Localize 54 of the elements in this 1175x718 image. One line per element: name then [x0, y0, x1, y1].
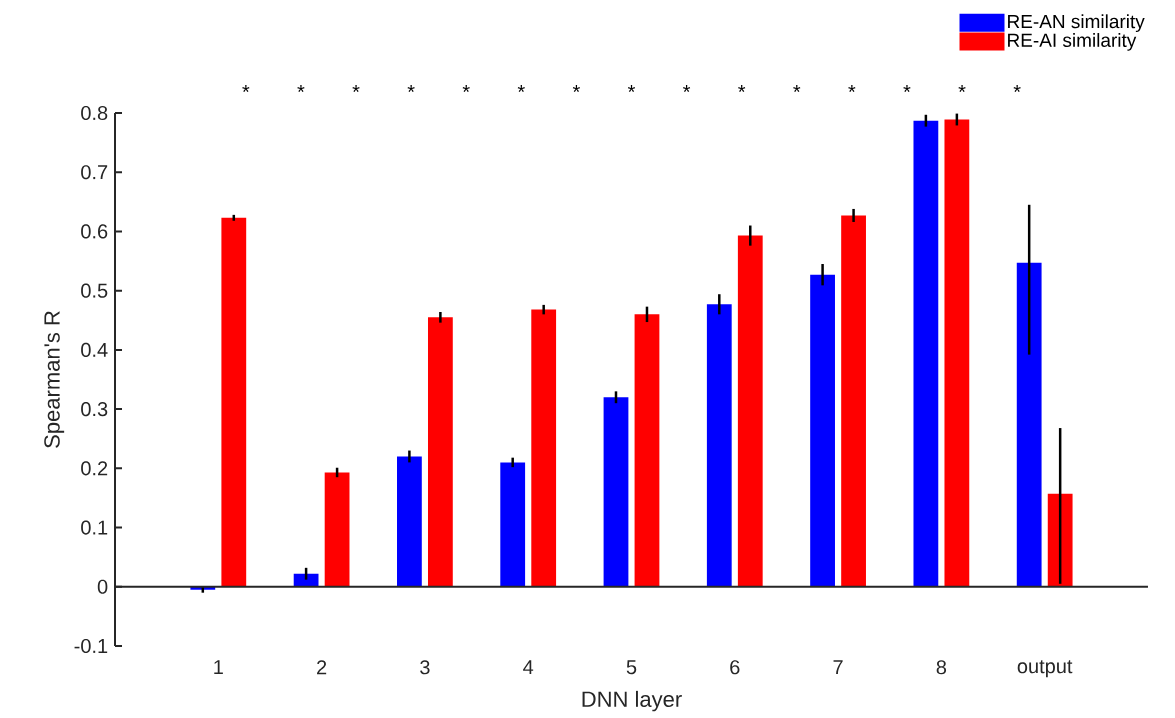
y-tick-label: 0.8	[81, 105, 108, 121]
bar	[324, 472, 350, 587]
text: *	[407, 85, 415, 93]
text: *	[517, 85, 525, 93]
y-tick-label: 0.1	[81, 520, 108, 535]
text: *	[848, 85, 856, 93]
y-axis-title: Spearman's R	[44, 311, 65, 448]
x-tick-label: 4	[523, 660, 534, 674]
y-tick-label: 0	[97, 579, 108, 594]
text: *	[297, 85, 305, 93]
bar	[500, 462, 526, 587]
x-tick-label: 1	[214, 660, 223, 674]
bar	[841, 215, 866, 587]
y-tick-label: 0.4	[81, 342, 108, 357]
bar	[221, 217, 247, 587]
bar	[603, 397, 629, 587]
text: *	[242, 85, 250, 93]
x-tick-label: 2	[317, 660, 327, 675]
x-tick-label: 6	[730, 660, 740, 675]
bar	[944, 119, 970, 587]
y-tick-label: 0.3	[81, 402, 108, 417]
legend-label: RE-AN similarity	[1008, 14, 1145, 32]
text: *	[738, 85, 746, 93]
x-tick-label: 3	[420, 660, 430, 675]
y-tick-label: -0.1	[74, 638, 108, 654]
text: *	[958, 85, 966, 93]
bar	[427, 317, 453, 587]
y-tick-label: 0.6	[81, 224, 108, 239]
bar	[1047, 493, 1073, 587]
x-tick-label: 7	[833, 660, 843, 674]
bar	[1016, 262, 1042, 587]
bar	[737, 235, 763, 587]
bar	[810, 274, 835, 587]
bar	[397, 456, 422, 587]
x-tick-label: 5	[626, 660, 637, 675]
bar	[913, 120, 939, 587]
x-axis-title: DNN layer	[582, 690, 682, 712]
bar	[706, 304, 732, 587]
text: *	[903, 85, 911, 93]
text: *	[683, 85, 691, 93]
bar	[531, 309, 557, 587]
x-tick-label: 8	[936, 660, 947, 675]
y-tick-label: 0.7	[81, 165, 108, 180]
text: *	[572, 85, 580, 93]
y-tick-label: 0.5	[81, 283, 108, 298]
text: *	[627, 85, 636, 93]
text: *	[462, 85, 470, 93]
text: *	[352, 85, 360, 93]
legend-label: RE-AI similarity	[1008, 33, 1137, 51]
y-tick-label: 0.2	[81, 461, 108, 476]
text: *	[1013, 85, 1021, 93]
text: *	[793, 85, 801, 93]
bar	[634, 314, 660, 587]
x-tick-label: output	[1017, 660, 1073, 678]
